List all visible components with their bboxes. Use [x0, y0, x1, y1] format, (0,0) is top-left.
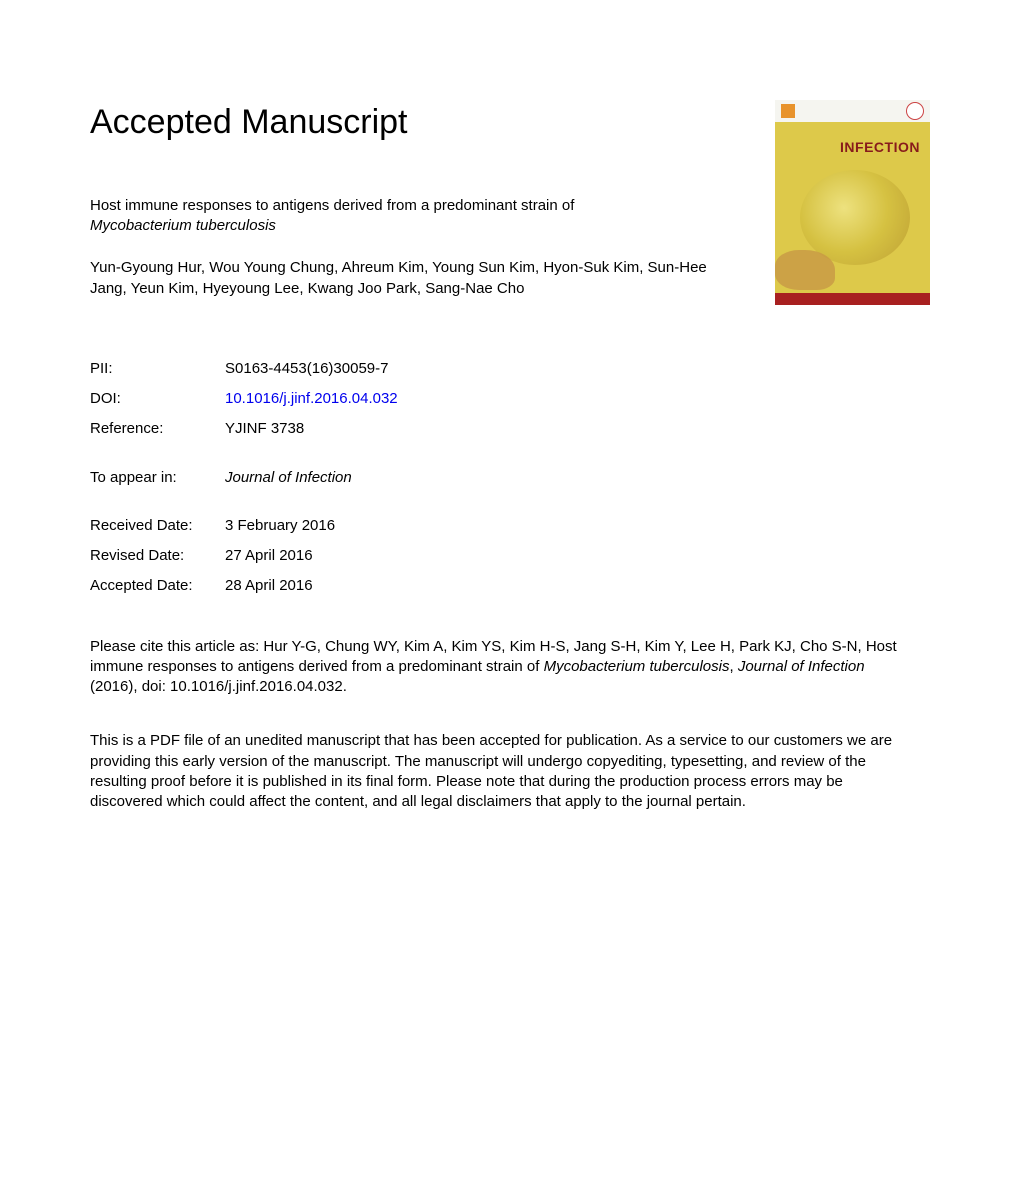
meta-label: Accepted Date: [90, 576, 225, 596]
meta-value: S0163-4453(16)30059-7 [225, 359, 388, 379]
header-row: Accepted Manuscript Host immune response… [90, 100, 930, 339]
title-line-2: Mycobacterium tuberculosis [90, 216, 690, 236]
citation-mid: , [729, 658, 737, 675]
meta-value: 3 February 2016 [225, 516, 335, 536]
citation-italic-2: Journal of Infection [738, 658, 865, 675]
meta-row-reference: Reference: YJINF 3738 [90, 419, 930, 439]
page-heading: Accepted Manuscript [90, 100, 730, 146]
meta-row-pii: PII: S0163-4453(16)30059-7 [90, 359, 930, 379]
disclaimer-text: This is a PDF file of an unedited manusc… [90, 731, 910, 812]
meta-label: Revised Date: [90, 546, 225, 566]
meta-row-revised: Revised Date: 27 April 2016 [90, 546, 930, 566]
meta-row-received: Received Date: 3 February 2016 [90, 516, 930, 536]
article-title: Host immune responses to antigens derive… [90, 196, 690, 237]
title-line-1: Host immune responses to antigens derive… [90, 196, 690, 216]
meta-row-appear: To appear in: Journal of Infection [90, 468, 930, 488]
meta-value: Journal of Infection [225, 468, 352, 488]
meta-value: YJINF 3738 [225, 419, 304, 439]
cover-art-blob-2 [775, 250, 835, 290]
citation-italic-1: Mycobacterium tuberculosis [544, 658, 730, 675]
citation-block: Please cite this article as: Hur Y-G, Ch… [90, 637, 910, 698]
journal-cover-thumbnail: INFECTION [775, 100, 930, 305]
meta-label: To appear in: [90, 468, 225, 488]
meta-label: Received Date: [90, 516, 225, 536]
meta-row-doi: DOI: 10.1016/j.jinf.2016.04.032 [90, 389, 930, 409]
meta-label: PII: [90, 359, 225, 379]
authors: Yun-Gyoung Hur, Wou Young Chung, Ahreum … [90, 258, 730, 299]
cover-badge-icon [906, 102, 924, 120]
cover-journal-name: INFECTION [840, 138, 920, 157]
meta-label: DOI: [90, 389, 225, 409]
cover-footer-strip [775, 293, 930, 305]
meta-value: 27 April 2016 [225, 546, 313, 566]
meta-row-accepted: Accepted Date: 28 April 2016 [90, 576, 930, 596]
citation-suffix: (2016), doi: 10.1016/j.jinf.2016.04.032. [90, 678, 347, 695]
meta-label: Reference: [90, 419, 225, 439]
cover-top-strip [775, 100, 930, 122]
publisher-logo-icon [781, 104, 795, 118]
meta-value: 28 April 2016 [225, 576, 313, 596]
metadata-table: PII: S0163-4453(16)30059-7 DOI: 10.1016/… [90, 359, 930, 597]
doi-link[interactable]: 10.1016/j.jinf.2016.04.032 [225, 389, 398, 409]
heading-col: Accepted Manuscript Host immune response… [90, 100, 730, 339]
